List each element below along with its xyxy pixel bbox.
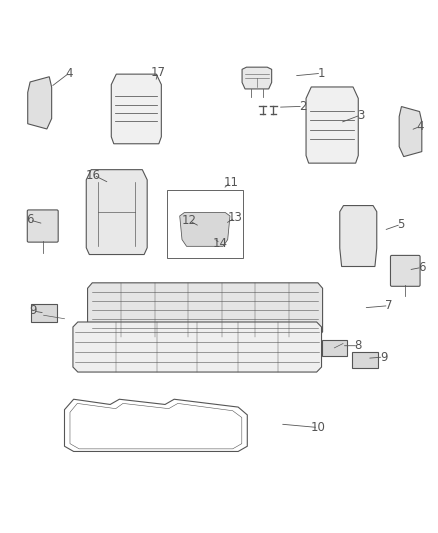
Bar [322,340,347,356]
Polygon shape [86,169,147,255]
Polygon shape [88,283,322,337]
Bar [352,352,378,368]
Text: 13: 13 [228,211,243,224]
Text: 8: 8 [355,339,362,352]
Polygon shape [399,107,422,157]
FancyBboxPatch shape [27,210,58,242]
Text: 3: 3 [357,109,364,122]
Polygon shape [180,213,230,246]
Bar [167,190,243,258]
Text: 4: 4 [417,120,424,133]
Text: 17: 17 [151,66,166,79]
Text: 14: 14 [213,237,228,250]
Text: 7: 7 [385,299,392,312]
FancyBboxPatch shape [391,255,420,286]
Text: 5: 5 [397,218,405,231]
Polygon shape [242,67,272,89]
Polygon shape [340,206,377,266]
Text: 10: 10 [311,421,326,434]
Text: 9: 9 [29,304,36,317]
Text: 6: 6 [418,261,426,274]
Bar [31,304,57,322]
Polygon shape [306,87,358,163]
Text: 2: 2 [299,100,307,113]
Text: 11: 11 [223,175,238,189]
Text: 12: 12 [182,214,197,227]
Text: 9: 9 [380,351,387,364]
Text: 4: 4 [65,67,73,80]
Text: 16: 16 [86,168,101,182]
Polygon shape [28,77,52,129]
Polygon shape [111,74,161,144]
Text: 6: 6 [26,213,33,227]
Text: 1: 1 [318,67,325,80]
Polygon shape [73,322,321,372]
